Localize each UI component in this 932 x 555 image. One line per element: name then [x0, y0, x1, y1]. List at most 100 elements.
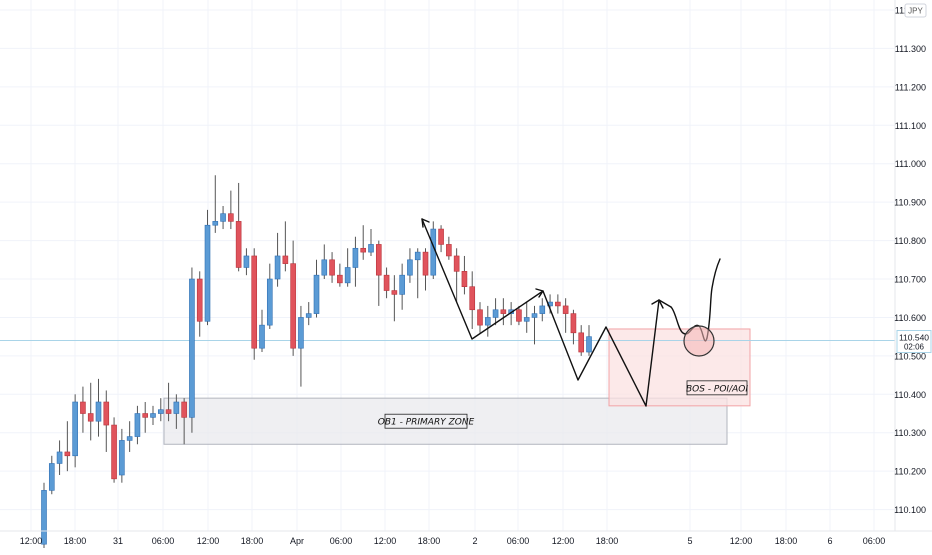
candle — [344, 248, 351, 287]
candle — [477, 302, 483, 333]
candle-body — [399, 274, 405, 295]
candle — [87, 382, 94, 441]
candle-body — [321, 259, 328, 276]
candle-body — [555, 301, 561, 307]
candle — [383, 267, 390, 299]
candle-body — [407, 259, 413, 276]
candle-body — [282, 255, 289, 264]
candle-body — [212, 221, 219, 226]
price-axis[interactable]: 111.400111.300111.200111.100111.000110.9… — [894, 0, 926, 531]
arrowhead-1 — [535, 288, 544, 298]
candle — [461, 255, 468, 295]
candle-body — [516, 309, 522, 322]
time-tick-label: 06:00 — [863, 536, 886, 546]
candle-body — [578, 332, 585, 353]
candle — [360, 225, 367, 260]
candle — [578, 325, 585, 356]
zone-labels: OB1 - PRIMARY ZONE BOS - POI/AOI — [378, 380, 748, 429]
candle — [228, 190, 234, 230]
candle — [142, 401, 149, 433]
candle — [126, 421, 133, 452]
candle — [500, 298, 507, 326]
time-tick-label: 18:00 — [418, 536, 441, 546]
candle-body — [344, 267, 351, 284]
candle-body — [461, 271, 468, 288]
candle-body — [196, 278, 203, 322]
zone-label-frame — [686, 380, 748, 396]
candle — [251, 248, 258, 360]
candle — [570, 309, 577, 345]
price-tick-label: 111.000 — [895, 159, 926, 169]
currency-badge-label: JPY — [908, 7, 923, 16]
time-axis[interactable]: 12:00 18:00 31 06:00 12:00 18:00 Apr 06:00 12:00… — [0, 530, 932, 546]
candle — [352, 236, 359, 287]
candle-body — [173, 401, 180, 414]
currency-badge-box — [904, 3, 927, 18]
candle — [150, 405, 156, 426]
candle-body — [298, 317, 304, 349]
candle-body — [570, 313, 577, 334]
zigzag-drawing — [421, 218, 672, 407]
candle — [555, 294, 561, 314]
price-tick-label: 110.700 — [894, 275, 926, 285]
candle — [337, 263, 343, 287]
candle-body — [134, 413, 141, 437]
candle-body — [500, 309, 507, 314]
candle-body — [235, 221, 242, 268]
candle — [539, 298, 546, 322]
poi-circle — [683, 325, 715, 357]
zones — [163, 328, 751, 445]
time-tick-label: 06:00 — [330, 536, 353, 546]
candle-body — [477, 309, 483, 326]
candle — [48, 455, 55, 495]
price-tick-label: 110.200 — [894, 467, 926, 477]
candle-body — [438, 228, 444, 245]
time-tick-label: 12:00 — [374, 536, 397, 546]
candle — [204, 209, 211, 326]
candle-body — [562, 305, 569, 314]
candle — [157, 398, 164, 422]
drawing-annotations — [421, 218, 721, 407]
candle — [266, 263, 273, 329]
candle-body — [220, 213, 226, 222]
candle — [189, 267, 195, 433]
candle-body — [539, 305, 546, 314]
candle-body — [72, 401, 78, 457]
candle-body — [484, 317, 491, 326]
candle — [523, 302, 530, 333]
candle — [484, 305, 491, 337]
candle — [282, 221, 289, 272]
candle — [111, 417, 117, 483]
price-tag-countdown: 02:06 — [904, 343, 925, 352]
candle-body — [313, 274, 320, 314]
time-tick-label: Apr — [290, 536, 304, 546]
candle-body — [204, 224, 211, 322]
candle-body — [243, 255, 250, 268]
candle — [492, 298, 499, 326]
candle — [134, 405, 141, 445]
candle-body — [103, 401, 110, 426]
candle-body — [523, 317, 530, 322]
arrowhead-2 — [651, 299, 664, 309]
candle-body — [337, 274, 343, 284]
candle — [414, 248, 421, 299]
price-tick-label: 111.300 — [895, 44, 926, 54]
price-tick-label: 110.600 — [894, 313, 926, 323]
candle — [235, 182, 242, 272]
time-tick-label: 06:00 — [152, 536, 175, 546]
candle — [399, 263, 405, 310]
candle — [321, 244, 328, 280]
candle — [212, 175, 219, 233]
candle — [298, 305, 304, 387]
candle-body — [329, 259, 335, 276]
candle-body — [446, 244, 452, 257]
candle — [469, 271, 476, 329]
time-tick-label: 5 — [687, 536, 692, 546]
candle — [165, 382, 172, 422]
candle-body — [126, 436, 133, 441]
candle — [329, 252, 335, 283]
candle — [438, 225, 444, 253]
